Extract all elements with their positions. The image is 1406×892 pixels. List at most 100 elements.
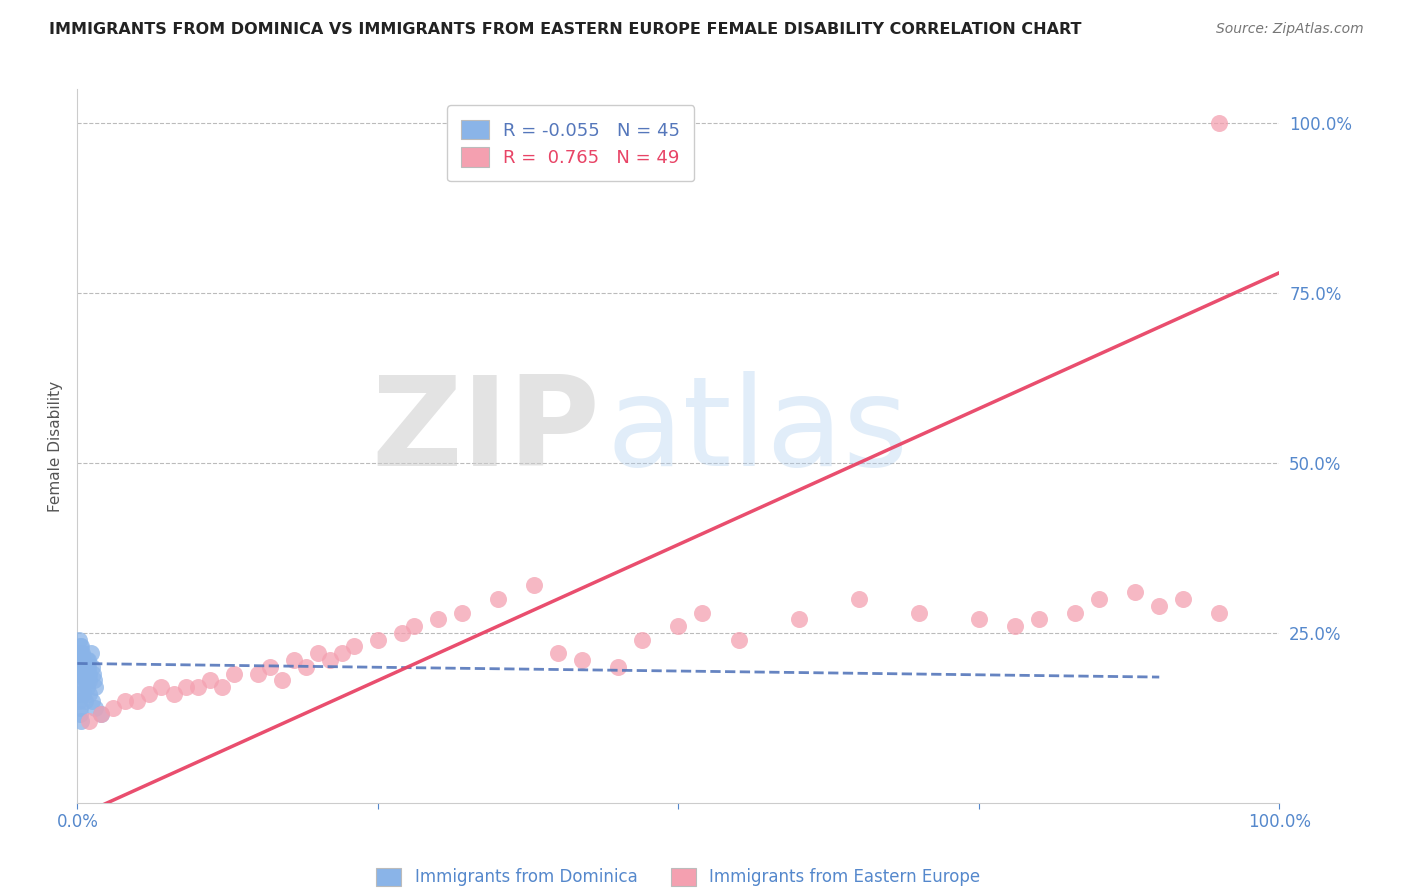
Point [72, 660, 94, 674]
Point [75, 673, 97, 688]
Point [259, 660, 281, 674]
Point [76, 680, 98, 694]
Text: ZIP: ZIP [371, 371, 600, 492]
Point [73, 694, 96, 708]
Point [67, 632, 90, 647]
Point [547, 646, 569, 660]
Point [270, 673, 292, 688]
Point [77, 660, 100, 674]
Point [1208, 116, 1230, 130]
Point [198, 673, 221, 688]
Point [211, 680, 233, 694]
Point [70, 673, 93, 688]
Point [451, 606, 474, 620]
Point [75, 666, 97, 681]
Point [162, 687, 184, 701]
Point [70, 640, 93, 654]
Point [90, 707, 112, 722]
Point [69, 707, 91, 722]
Point [283, 653, 305, 667]
Point [79, 646, 101, 660]
Point [668, 619, 690, 633]
Point [571, 653, 593, 667]
Point [1173, 591, 1195, 606]
Point [82, 666, 104, 681]
Point [70, 646, 93, 660]
Point [83, 673, 105, 688]
Point [294, 660, 316, 674]
Point [1028, 612, 1050, 626]
Text: IMMIGRANTS FROM DOMINICA VS IMMIGRANTS FROM EASTERN EUROPE FEMALE DISABILITY COR: IMMIGRANTS FROM DOMINICA VS IMMIGRANTS F… [49, 22, 1081, 37]
Legend: Immigrants from Dominica, Immigrants from Eastern Europe: Immigrants from Dominica, Immigrants fro… [370, 861, 987, 892]
Y-axis label: Female Disability: Female Disability [48, 380, 63, 512]
Point [427, 612, 450, 626]
Point [186, 680, 209, 694]
Point [84, 680, 107, 694]
Point [103, 700, 125, 714]
Point [1004, 619, 1026, 633]
Point [692, 606, 714, 620]
Text: atlas: atlas [606, 371, 908, 492]
Point [1123, 585, 1146, 599]
Point [908, 606, 931, 620]
Point [70, 653, 93, 667]
Point [523, 578, 546, 592]
Point [1208, 606, 1230, 620]
Point [76, 653, 98, 667]
Point [391, 626, 413, 640]
Point [69, 653, 91, 667]
Point [70, 646, 93, 660]
Point [80, 660, 103, 674]
Point [72, 653, 94, 667]
Point [72, 687, 94, 701]
Point [75, 666, 97, 681]
Point [246, 666, 269, 681]
Point [77, 653, 100, 667]
Point [343, 640, 366, 654]
Point [402, 619, 425, 633]
Point [150, 680, 173, 694]
Point [73, 660, 96, 674]
Point [1149, 599, 1171, 613]
Point [787, 612, 810, 626]
Point [70, 666, 93, 681]
Point [319, 653, 342, 667]
Point [90, 707, 112, 722]
Point [84, 700, 107, 714]
Point [69, 640, 91, 654]
Point [73, 673, 96, 688]
Point [486, 591, 509, 606]
Point [79, 687, 101, 701]
Point [76, 660, 98, 674]
Point [67, 694, 90, 708]
Point [73, 666, 96, 681]
Point [114, 694, 136, 708]
Point [848, 591, 870, 606]
Point [330, 646, 353, 660]
Point [69, 646, 91, 660]
Point [69, 700, 91, 714]
Point [174, 680, 197, 694]
Point [70, 680, 93, 694]
Point [138, 687, 160, 701]
Point [607, 660, 630, 674]
Point [307, 646, 329, 660]
Point [127, 694, 149, 708]
Point [70, 714, 93, 729]
Point [1064, 606, 1087, 620]
Point [67, 687, 90, 701]
Point [727, 632, 749, 647]
Point [67, 660, 90, 674]
Text: Source: ZipAtlas.com: Source: ZipAtlas.com [1216, 22, 1364, 37]
Point [72, 660, 94, 674]
Point [367, 632, 389, 647]
Point [631, 632, 654, 647]
Point [79, 673, 101, 688]
Point [222, 666, 245, 681]
Point [1088, 591, 1111, 606]
Point [70, 653, 93, 667]
Point [79, 714, 101, 729]
Point [967, 612, 990, 626]
Point [80, 694, 103, 708]
Point [79, 666, 101, 681]
